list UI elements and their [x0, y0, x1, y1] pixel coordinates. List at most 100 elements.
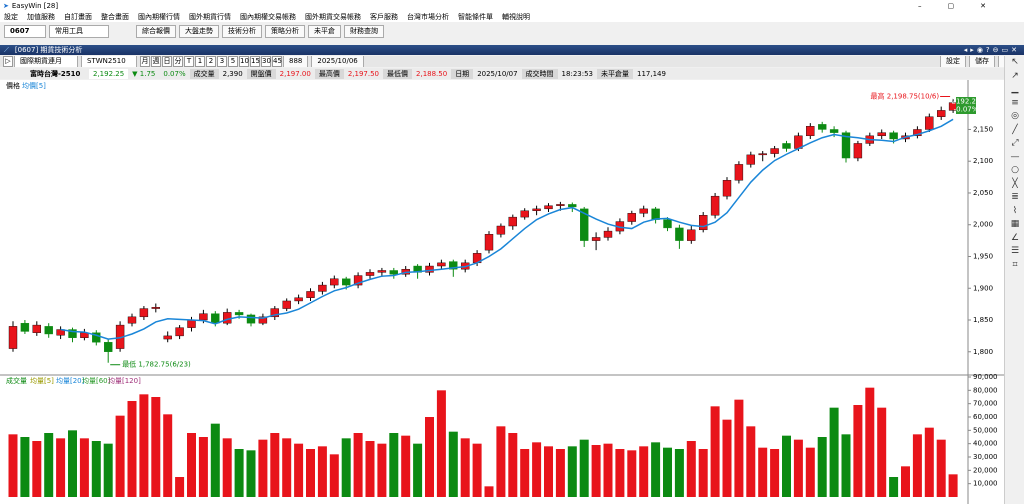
toolbar-button[interactable]: 綜合報價 [136, 24, 176, 38]
volume-bar [639, 446, 649, 497]
y-tick-label: 70,000 [973, 400, 998, 408]
date-select[interactable]: 2025/10/06 [311, 56, 364, 67]
volume-bar [746, 426, 756, 497]
volume-bar [651, 442, 661, 497]
candle-body [389, 270, 398, 275]
period-button[interactable]: 5 [228, 56, 238, 67]
quote-value: 2,188.50 [416, 69, 448, 78]
chart-legend: 價格 [6, 81, 20, 90]
menu-item[interactable]: 國內期權行情 [138, 12, 180, 21]
quote-label: 開盤價 [246, 68, 276, 79]
candle-body [591, 237, 601, 241]
period-button[interactable]: 2 [206, 56, 216, 67]
panel-action[interactable]: 設定 [940, 56, 966, 67]
period-button[interactable]: 分 [173, 56, 183, 67]
menu-item[interactable]: 加值服務 [27, 12, 55, 21]
volume-bar [686, 441, 696, 497]
quote-label: 成交時間 [521, 68, 558, 79]
quote-change: ▼ 1.75 [132, 69, 156, 78]
tool-select[interactable]: 常用工具 [49, 24, 109, 38]
menu-item[interactable]: 輔視說明 [502, 12, 530, 21]
drawing-toolbar: ↖ ↗ ▁ ≡ ◎ ╱ ⤢ — ○ ╳ ≣ ⌇ ▦ ∠ ☰ ⌗ [1004, 56, 1024, 504]
volume-bar [912, 434, 922, 497]
menu-item[interactable]: 國外期貨交易帳務 [305, 12, 361, 21]
volume-bar [425, 417, 434, 497]
legend-entry: 均量[5] [30, 376, 54, 385]
menu-bar: 設定 加值服務 自訂畫面 整合畫面 國內期權行情 國外期貨行情 國內期權交易帳務 國外期貨交易… [0, 11, 1024, 22]
period-button[interactable]: 週 [151, 56, 161, 67]
menu-item[interactable]: 客戶服務 [370, 12, 398, 21]
bar-count[interactable]: 888 [283, 56, 309, 67]
y-tick-label: 1,850 [973, 316, 993, 324]
period-button[interactable]: 月 [140, 56, 150, 67]
volume-bar [901, 466, 910, 497]
menu-item[interactable]: 國內期權交易帳務 [240, 12, 296, 21]
period-button[interactable]: 45 [272, 56, 282, 67]
quote-pct: 0.07% [163, 69, 186, 78]
toolbar-button[interactable]: 技術分析 [222, 24, 262, 38]
volume-bar [210, 423, 220, 497]
toolbar-button[interactable]: 策略分析 [265, 24, 305, 38]
volume-bar [567, 446, 577, 497]
menu-item[interactable]: 自訂畫面 [64, 12, 92, 21]
volume-bar [151, 397, 161, 497]
volume-bar [222, 438, 232, 497]
menu-item[interactable]: 台灣市場分析 [407, 12, 449, 21]
candle-body [222, 312, 232, 324]
quote-row: 富時台灣-2510 2,192.25 ▼ 1.75 0.07% 成交量 2,390… [0, 68, 1024, 79]
candle-body [139, 308, 149, 318]
legend-entry: 均量[20] [56, 376, 85, 385]
volume-bar [853, 405, 863, 497]
period-button[interactable]: 30 [261, 56, 271, 67]
candle-body [365, 272, 375, 276]
candle-body [889, 132, 898, 140]
chart-area: 價格 均價[5] 1,800 1,850 1,900 1,950 2,000 2,050 2,1… [0, 80, 1004, 504]
volume-bar [591, 445, 601, 497]
y-tick-label: 40,000 [973, 440, 998, 448]
candle-body [246, 314, 256, 324]
period-button[interactable]: 15 [250, 56, 260, 67]
menu-item[interactable]: 整合畫面 [101, 12, 129, 21]
menu-item[interactable]: 智能條件單 [458, 12, 493, 21]
symbol-select[interactable]: STWN2510 [81, 56, 137, 67]
quote-value: 2,390 [222, 69, 243, 78]
candle-body [496, 225, 506, 235]
candle-body [627, 213, 636, 222]
menu-item[interactable]: 國外期貨行情 [189, 12, 231, 21]
menu-item[interactable]: 設定 [4, 12, 18, 21]
annotation-low: 最低 1,782.75(6/23) [122, 360, 191, 369]
code-input[interactable]: 0607 [4, 24, 46, 38]
candle-body [877, 132, 886, 137]
toolbar-button[interactable]: 大盤走勢 [179, 24, 219, 38]
period-button[interactable]: 日 [162, 56, 172, 67]
candle-body [151, 307, 161, 309]
candle-body [306, 291, 315, 298]
volume-bar [710, 406, 720, 497]
toolbar-button[interactable]: 財務查詢 [344, 24, 384, 38]
period-button[interactable]: 3 [217, 56, 227, 67]
volume-bar [674, 449, 684, 497]
candle-body [163, 335, 172, 340]
chart-legend: 成交量 [6, 376, 27, 385]
candle-body [199, 313, 208, 321]
play-button[interactable]: ▷ [3, 56, 13, 67]
volume-bar [936, 439, 946, 497]
quote-name: 富時台灣-2510 [30, 69, 81, 78]
volume-bar [722, 419, 732, 497]
market-select[interactable]: 國際期貨連月 [14, 56, 78, 67]
volume-bar [44, 433, 54, 497]
volume-bar [377, 443, 387, 497]
period-button[interactable]: 10 [239, 56, 249, 67]
toolbar-button[interactable]: 未平倉 [308, 24, 341, 38]
panel-action[interactable]: 儲存 [969, 56, 995, 67]
period-button[interactable]: T [184, 56, 194, 67]
volume-bar [270, 433, 280, 497]
volume-bar [258, 439, 268, 497]
volume-bar [317, 446, 327, 497]
candle-body [68, 329, 77, 338]
y-tick-label: 2,000 [973, 221, 993, 229]
period-button[interactable]: 1 [195, 56, 205, 67]
volume-bar [460, 438, 470, 497]
volume-bar [79, 438, 89, 497]
quote-label: 成交量 [189, 68, 219, 79]
